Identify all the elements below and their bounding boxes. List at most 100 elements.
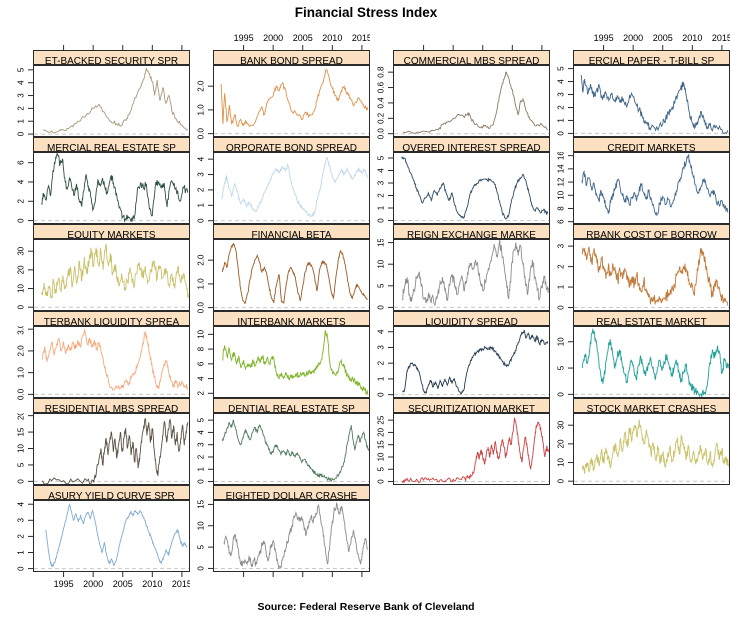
svg-text:15: 15: [377, 239, 386, 247]
panel-plot: 0 10 20 30: [16, 239, 190, 311]
svg-text:5: 5: [17, 67, 26, 72]
panel-top-axis: [189, 115, 370, 137]
panel-interbank-liquidity-spread: TERBANK LIQUIDITY SPREA 0.0 1.0 2.0 3.0: [9, 289, 190, 400]
svg-text:1: 1: [17, 118, 26, 123]
svg-text:15: 15: [377, 440, 386, 449]
series-line: [45, 504, 188, 568]
panel-asset-backed-security-spread: ET-BACKED SECURITY SPR 0 1 2 3 4 5: [9, 28, 190, 137]
source-caption: Source: Federal Reserve Bank of Clevelan…: [257, 601, 475, 613]
panel-title: ORPORATE BOND SPREAD: [226, 143, 357, 152]
panel-top-axis: [369, 289, 550, 311]
panel-top-axis: [189, 202, 370, 224]
series-line: [221, 242, 368, 305]
svg-text:6: 6: [557, 219, 566, 224]
svg-text:0: 0: [17, 304, 26, 309]
panel-commercial-real-estate-spread: MERCIAL REAL ESTATE SP 0 2 4 6: [9, 115, 190, 224]
panel-strip: RESIDENTIAL MBS SPREAD: [33, 398, 190, 413]
panel-title: OVERED INTEREST SPREAD: [402, 143, 541, 152]
svg-text:3: 3: [17, 518, 26, 523]
svg-text:5: 5: [377, 155, 386, 160]
svg-text:0: 0: [17, 479, 26, 484]
svg-text:4: 4: [17, 179, 26, 184]
panel-title: FINANCIAL BETA: [251, 230, 332, 239]
svg-text:1: 1: [17, 550, 26, 555]
svg-text:2010: 2010: [682, 33, 702, 43]
svg-text:0.0: 0.0: [17, 388, 26, 400]
panel-top-axis: [423, 45, 543, 50]
panel-real-estate-market: REAL ESTATE MARKET 0 5 10: [549, 289, 730, 398]
svg-text:0: 0: [17, 131, 26, 136]
panel-plot: 2 4 6 8 10: [197, 326, 370, 398]
panel-strip: ET-BACKED SECURITY SPR: [33, 50, 190, 65]
svg-text:2.0: 2.0: [17, 345, 26, 357]
panel-plot: 0 5 10 15: [197, 500, 370, 577]
series-line: [401, 239, 549, 307]
svg-text:3: 3: [377, 345, 386, 350]
svg-text:0.0: 0.0: [197, 302, 206, 314]
svg-text:2: 2: [377, 360, 386, 365]
svg-text:3: 3: [16, 93, 25, 98]
series-line: [402, 71, 549, 134]
panel-plot: 0 1 2 3: [557, 239, 730, 311]
series-line: [41, 328, 189, 391]
svg-text:0: 0: [377, 479, 386, 484]
panel-title: RBANK COST OF BORROW: [586, 230, 717, 239]
panel-title: COMMERCIAL MBS SPREAD: [403, 56, 540, 65]
panel-trade-weighted-dollar-crashes: EIGHTED DOLLAR CRASHE 0 5 10 15: [189, 463, 370, 577]
panel-top-axis: 1995 2000 2005 2010 2015: [594, 33, 730, 50]
panel-residential-mbs-spread: RESIDENTIAL MBS SPREAD 0 5 10 15 20: [9, 376, 190, 485]
svg-text:0.2: 0.2: [377, 112, 386, 124]
series-line: [221, 419, 369, 482]
series-line: [581, 154, 729, 217]
panel-plot: 0 5 10 15 20: [17, 413, 190, 485]
panel-plot: 0 1 2 3 4: [197, 152, 370, 224]
panel-strip: REAL ESTATE MARKET: [573, 311, 730, 326]
svg-text:30: 30: [17, 246, 26, 255]
series-line: [223, 501, 368, 569]
panel-strip: TERBANK LIQUIDITY SPREA: [33, 311, 190, 326]
panel-securitization-market: SECURITIZATION MARKET 0 5 10 15 20 25: [369, 376, 550, 485]
panel-strip: RBANK COST OF BORROW: [573, 224, 730, 239]
panel-strip: BANK BOND SPREAD: [213, 50, 370, 65]
svg-text:0.4: 0.4: [377, 97, 386, 109]
panel-top-axis: [9, 463, 190, 485]
panel-top-axis: [9, 376, 190, 398]
svg-text:6: 6: [17, 160, 26, 165]
svg-text:3: 3: [557, 243, 566, 248]
panel-top-axis: [9, 202, 190, 224]
panel-plot: 0 5 10 15: [377, 239, 550, 311]
series-line: [401, 156, 549, 220]
svg-text:1.0: 1.0: [197, 278, 206, 290]
svg-text:5: 5: [377, 466, 386, 471]
panel-plot: 0 1 2 3 4 5: [197, 413, 370, 485]
panel-plot: 0 1 2 3 4 5: [16, 65, 190, 137]
svg-text:2005: 2005: [113, 579, 133, 589]
svg-text:2005: 2005: [653, 33, 673, 43]
svg-text:2: 2: [557, 105, 566, 110]
svg-text:5: 5: [197, 544, 206, 549]
svg-text:2000: 2000: [263, 33, 283, 43]
series-line: [402, 329, 549, 395]
svg-text:0: 0: [197, 566, 206, 571]
svg-text:4: 4: [197, 376, 206, 381]
svg-text:4: 4: [17, 80, 26, 85]
panel-strip: ORPORATE BOND SPREAD: [213, 137, 370, 152]
panel-top-axis: [189, 376, 370, 398]
svg-text:2: 2: [17, 199, 26, 204]
panel-title: DENTIAL REAL ESTATE SP: [228, 404, 355, 413]
panel-title: MERCIAL REAL ESTATE SP: [47, 143, 176, 152]
svg-text:20: 20: [377, 427, 386, 436]
panel-financial-beta: FINANCIAL BETA 0.0 1.0 2.0: [189, 202, 370, 313]
panel-top-axis: [549, 289, 730, 311]
panel-plot: 0 1 2 3 4: [377, 326, 550, 398]
series-line: [220, 69, 369, 128]
svg-text:3: 3: [377, 180, 386, 185]
panel-strip: INTERBANK MARKETS: [213, 311, 370, 326]
series-line: [581, 419, 729, 474]
svg-text:1995: 1995: [54, 579, 74, 589]
panel-plot: 0 5 10 15 20 25: [377, 413, 550, 485]
svg-text:0: 0: [17, 218, 26, 223]
panel-bank-bond-spread: 1995 2000 2005 2010 2015 BANK BOND SPREAD 0.0 1…: [189, 28, 370, 139]
panel-plot: 0 1 2 3 4 5: [377, 152, 550, 224]
panel-strip: REIGN EXCHANGE MARKE: [393, 224, 550, 239]
